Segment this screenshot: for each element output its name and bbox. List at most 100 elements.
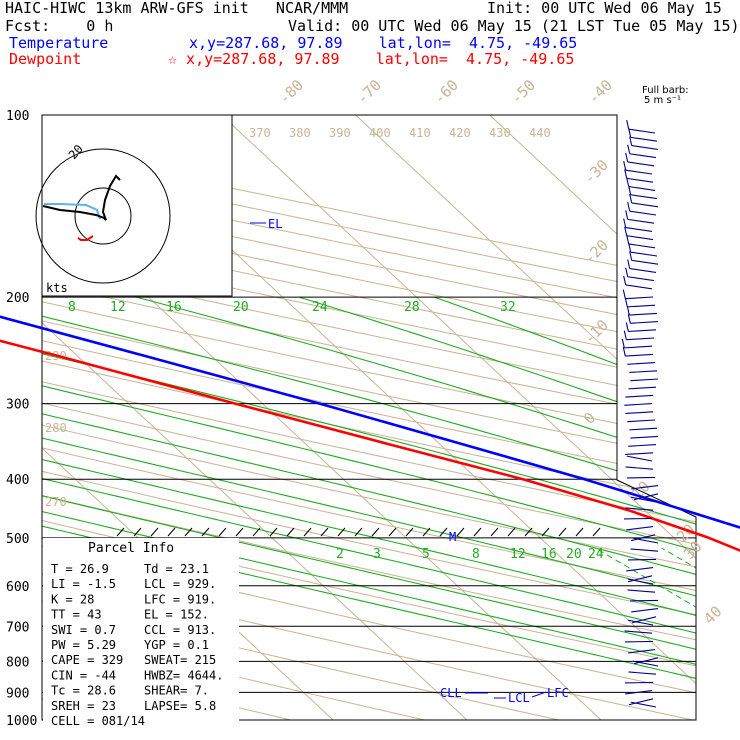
wind-barb-flag [622, 289, 626, 299]
parcel-info-right: SWEAT= 215 [144, 653, 216, 667]
level-tick [320, 527, 329, 537]
theta-tick-label: 370 [249, 126, 271, 140]
wind-barb [626, 337, 655, 341]
wind-barb-flag [628, 185, 632, 195]
hodograph-trace-low [77, 235, 94, 241]
parcel-info-left: Tc = 28.6 [51, 684, 116, 698]
parcel-info-left: T = 26.9 [51, 562, 109, 576]
wind-barb-flag [629, 136, 633, 146]
pressure-label: 600 [6, 580, 29, 595]
wind-barb [628, 386, 657, 390]
mixing-ratio-label: 16 [541, 547, 557, 562]
wind-barb [624, 517, 653, 520]
level-tick [286, 527, 295, 537]
wind-barb-flag [626, 234, 630, 245]
wind-barb-flag [623, 161, 627, 171]
wind-barb [631, 608, 659, 613]
isotherm-line [489, 115, 696, 720]
dry-adiabat-line [42, 139, 482, 720]
wind-barb-flag [624, 297, 628, 307]
parcel-info-left: LI = -1.5 [51, 577, 116, 591]
wind-barb [631, 485, 659, 490]
parcel-info-background [43, 538, 239, 724]
wind-barb [629, 268, 657, 273]
level-tick [201, 527, 210, 537]
wind-barb [632, 660, 659, 667]
parcel-info-box: Parcel Info T = 26.9 Td = 23.1 LI = -1.5 LCL… [43, 538, 239, 728]
level-tick [371, 527, 380, 537]
parcel-info-right: EL = 152. [144, 608, 209, 622]
wind-barb [629, 210, 657, 216]
wind-barb-flag [623, 330, 627, 340]
moist-adiabat-line [434, 296, 696, 720]
level-tick [405, 527, 414, 537]
theta-tick-label: 380 [289, 126, 311, 140]
moist-adiabat-line [136, 296, 696, 720]
parcel-info-left: CELL = 081/14 [51, 714, 145, 728]
moist-adiabat-line [42, 296, 696, 720]
wind-barb-flag [628, 243, 632, 253]
pressure-label: 400 [6, 473, 29, 488]
level-tick [456, 527, 465, 537]
wind-barb [628, 558, 657, 561]
mixing-ratio-label: 2 [336, 547, 344, 562]
wind-barb [630, 701, 657, 708]
level-tick [133, 527, 142, 537]
dry-adiabat-line [42, 139, 696, 720]
theta-tick-label: 400 [369, 126, 391, 140]
wind-barb [627, 362, 656, 365]
temperature-tick-label: -60 [430, 76, 462, 108]
theta-tick-label: 440 [529, 126, 551, 140]
wind-barb-flag [621, 338, 625, 348]
wind-barb [624, 630, 653, 634]
wind-barb-flag [625, 152, 629, 163]
wind-barb [625, 227, 653, 232]
mixing-ratio-label: 5 [422, 547, 430, 562]
isotherm-line [221, 115, 696, 720]
valid-time: Valid: 00 UTC Wed 06 May 15 (21 LST Tue … [288, 17, 740, 35]
pressure-label: 100 [6, 109, 29, 124]
level-tick [422, 527, 431, 537]
moist-adiabat-label: 8 [68, 300, 76, 315]
dry-adiabat-line [42, 139, 696, 720]
hodograph-trace-upper [42, 174, 121, 221]
wind-barb [626, 177, 654, 183]
level-tick [150, 527, 159, 537]
temperature-tick-label: -80 [275, 76, 307, 108]
temperature-tick-label: -70 [353, 76, 385, 108]
wind-barb [625, 296, 654, 300]
temperature-coords: x,y=287.68, 97.89 lat,lon= 4.75, -49.65 [189, 34, 578, 52]
parcel-info-right: LFC = 919. [144, 592, 216, 606]
level-tick [575, 527, 584, 537]
wind-barb [630, 496, 657, 503]
temperature-tick-label: 0 [580, 409, 599, 428]
wind-barb-flag [624, 169, 628, 179]
dewpoint-coords: ☆ x,y=287.68, 97.89 lat,lon= 4.75, -49.6… [168, 50, 575, 68]
wind-barb [625, 640, 654, 643]
wind-barb [628, 243, 656, 249]
wind-barb [629, 370, 658, 374]
wind-barb [630, 599, 659, 602]
level-tick [167, 527, 176, 537]
moist-adiabat-line [42, 296, 696, 720]
wind-barb-flag [625, 267, 629, 277]
wind-barb [629, 153, 657, 159]
wind-barb-flag [626, 177, 630, 187]
level-tick [507, 527, 516, 537]
wind-barb [627, 619, 654, 626]
wind-barb-flag [626, 120, 630, 130]
wind-barb-flag [627, 314, 631, 324]
level-tick [388, 527, 397, 537]
hodograph-ring-inner [74, 187, 132, 245]
parcel-info-right: YGP = 0.1 [144, 638, 209, 652]
wind-barb [627, 276, 655, 282]
parcel-info-right: LCL = 929. [144, 577, 216, 591]
wind-barb-flag [627, 144, 631, 154]
wind-barb-flag [623, 275, 627, 286]
dry-adiabat-line [42, 139, 696, 720]
temperature-tick-label: -40 [584, 76, 616, 108]
wind-barb-column [621, 120, 659, 708]
init-time: Init: 00 UTC Wed 06 May 15 [487, 0, 722, 17]
wind-barb [626, 455, 653, 462]
